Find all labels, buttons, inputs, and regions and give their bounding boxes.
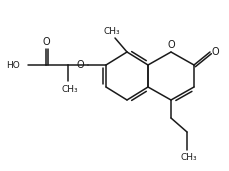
Text: O: O (210, 47, 218, 57)
Text: O: O (42, 37, 50, 47)
Text: CH₃: CH₃ (103, 28, 120, 36)
Text: O: O (76, 60, 84, 70)
Text: O: O (166, 40, 174, 50)
Text: CH₃: CH₃ (61, 84, 78, 94)
Text: HO: HO (6, 61, 20, 69)
Text: CH₃: CH₃ (180, 154, 196, 162)
